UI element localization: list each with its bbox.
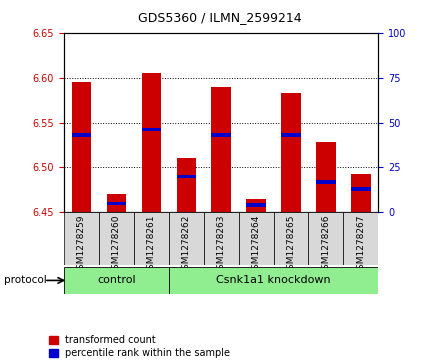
Bar	[246, 199, 266, 212]
Bar	[316, 142, 336, 212]
Bar	[176, 175, 196, 178]
Bar	[238, 212, 274, 265]
Bar	[72, 133, 91, 137]
Bar	[134, 212, 169, 265]
Text: GSM1278265: GSM1278265	[286, 215, 296, 276]
Text: GSM1278262: GSM1278262	[182, 215, 191, 276]
Bar	[204, 212, 238, 265]
Bar	[274, 212, 308, 265]
Bar	[212, 87, 231, 212]
Bar	[246, 203, 266, 207]
Bar	[351, 174, 370, 212]
Text: GSM1278267: GSM1278267	[356, 215, 366, 276]
Bar	[64, 212, 99, 265]
Bar	[176, 159, 196, 212]
Text: GSM1278259: GSM1278259	[77, 215, 86, 276]
Text: protocol: protocol	[4, 276, 47, 285]
Text: GSM1278261: GSM1278261	[147, 215, 156, 276]
Text: GSM1278260: GSM1278260	[112, 215, 121, 276]
Text: control: control	[97, 276, 136, 285]
Text: GSM1278263: GSM1278263	[216, 215, 226, 276]
Bar	[282, 93, 301, 212]
Text: GSM1278266: GSM1278266	[322, 215, 330, 276]
Bar	[169, 267, 378, 294]
Bar	[142, 128, 161, 131]
Bar	[106, 195, 126, 212]
Bar	[308, 212, 344, 265]
Bar	[72, 82, 91, 212]
Bar	[169, 212, 204, 265]
Text: Csnk1a1 knockdown: Csnk1a1 knockdown	[216, 276, 331, 285]
Bar	[99, 212, 134, 265]
Text: GSM1278264: GSM1278264	[252, 215, 260, 276]
Bar	[282, 133, 301, 137]
Bar	[344, 212, 378, 265]
Bar	[106, 201, 126, 205]
Bar	[142, 73, 161, 212]
Text: GDS5360 / ILMN_2599214: GDS5360 / ILMN_2599214	[138, 11, 302, 24]
Bar	[64, 267, 169, 294]
Bar	[212, 133, 231, 137]
Bar	[351, 187, 370, 191]
Legend: transformed count, percentile rank within the sample: transformed count, percentile rank withi…	[49, 335, 231, 358]
Bar	[316, 180, 336, 184]
